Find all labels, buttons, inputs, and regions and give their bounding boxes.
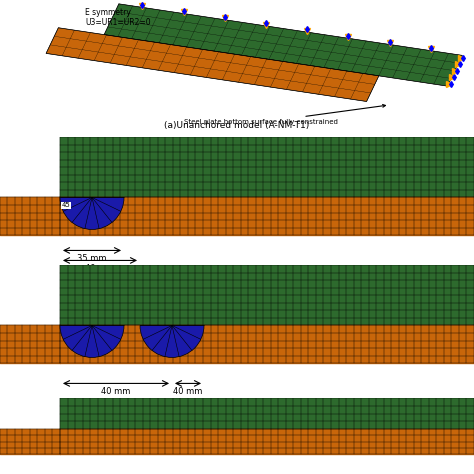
Text: 45: 45 (62, 202, 71, 209)
Text: (a)Unanchored model (A-NM-T1): (a)Unanchored model (A-NM-T1) (164, 121, 310, 130)
Text: 40 mm: 40 mm (85, 264, 115, 273)
Polygon shape (104, 4, 462, 86)
Text: (c)Anchored with 2 fan anchors (A-NM-T1-2Anc): (c)Anchored with 2 fan anchors (A-NM-T1-… (130, 401, 344, 410)
Text: 40 mm: 40 mm (101, 387, 131, 396)
Text: E symmetry
U3=UR1=UR2=0: E symmetry U3=UR1=UR2=0 (85, 8, 151, 27)
Wedge shape (140, 326, 204, 357)
Text: 35 mm: 35 mm (77, 255, 107, 264)
Wedge shape (60, 198, 124, 229)
Polygon shape (46, 28, 379, 101)
Text: Steel plate bottom surface fully constrained: Steel plate bottom surface fully constra… (184, 104, 385, 126)
Wedge shape (60, 326, 124, 357)
Text: 40 mm: 40 mm (173, 387, 203, 396)
Text: (b)Anchored with 1 fan anchors (A-NM-T1-1Anc): (b)Anchored with 1 fan anchors (A-NM-T1-… (129, 273, 345, 283)
